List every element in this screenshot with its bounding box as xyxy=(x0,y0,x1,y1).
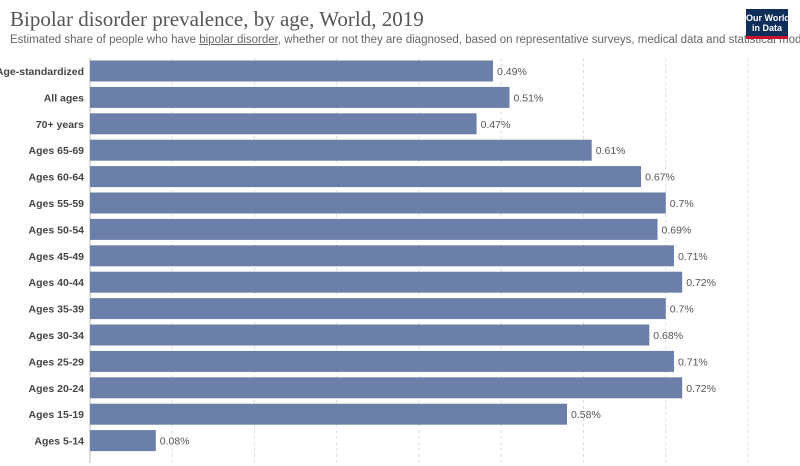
value-label: 0.08% xyxy=(160,436,190,448)
value-label: 0.49% xyxy=(497,66,527,78)
owid-logo[interactable]: Our World in Data xyxy=(746,9,790,39)
category-label: Ages 25-29 xyxy=(29,356,85,368)
value-label: 0.47% xyxy=(481,119,511,131)
logo-line-1: Our World xyxy=(746,13,790,23)
bar[interactable] xyxy=(90,139,592,161)
bar[interactable] xyxy=(90,377,683,399)
bar[interactable] xyxy=(90,166,642,188)
value-label: 0.72% xyxy=(686,277,716,289)
category-label: Ages 65-69 xyxy=(29,145,85,157)
bar[interactable] xyxy=(90,86,510,108)
category-label: Ages 45-49 xyxy=(29,251,85,263)
value-label: 0.61% xyxy=(596,145,626,157)
bar[interactable] xyxy=(90,350,674,372)
value-label: 0.67% xyxy=(645,172,675,184)
category-label: Ages 40-44 xyxy=(29,277,85,289)
category-label: All ages xyxy=(44,92,84,104)
value-label: 0.51% xyxy=(513,92,543,104)
bar[interactable] xyxy=(90,218,658,240)
chart-title: Bipolar disorder prevalence, by age, Wor… xyxy=(10,7,424,31)
category-label: Ages 35-39 xyxy=(29,304,85,316)
category-label: Ages 20-24 xyxy=(29,383,85,395)
chart-subtitle: Estimated share of people who have bipol… xyxy=(10,34,800,46)
value-label: 0.58% xyxy=(571,409,601,421)
value-label: 0.72% xyxy=(686,383,716,395)
category-label: Ages 5-14 xyxy=(34,436,84,448)
subtitle-text-start: Estimated share of people who have xyxy=(10,34,200,46)
category-label: Age-standardized xyxy=(0,66,84,78)
value-label: 0.71% xyxy=(678,251,708,263)
bar[interactable] xyxy=(90,113,477,135)
logo-line-2: in Data xyxy=(751,23,782,33)
value-label: 0.7% xyxy=(670,198,694,210)
value-label: 0.7% xyxy=(670,304,694,316)
value-label: 0.71% xyxy=(678,356,708,368)
category-label: 70+ years xyxy=(36,119,84,131)
category-label: Ages 30-34 xyxy=(29,330,85,342)
bipolar-disorder-link[interactable]: bipolar disorder xyxy=(199,34,278,46)
bar[interactable] xyxy=(90,298,666,320)
value-label: 0.68% xyxy=(653,330,683,342)
bar[interactable] xyxy=(90,403,568,425)
category-label: Ages 50-54 xyxy=(29,224,85,236)
category-label: Ages 60-64 xyxy=(29,172,85,184)
category-label: Ages 55-59 xyxy=(29,198,85,210)
subtitle-text-end: , whether or not they are diagnosed, bas… xyxy=(277,34,800,46)
bar[interactable] xyxy=(90,192,666,214)
bar[interactable] xyxy=(90,430,156,452)
bar[interactable] xyxy=(90,324,650,346)
category-label: Ages 15-19 xyxy=(29,409,85,421)
bar[interactable] xyxy=(90,245,674,267)
value-label: 0.69% xyxy=(662,224,692,236)
bar[interactable] xyxy=(90,60,494,82)
bar[interactable] xyxy=(90,271,683,293)
